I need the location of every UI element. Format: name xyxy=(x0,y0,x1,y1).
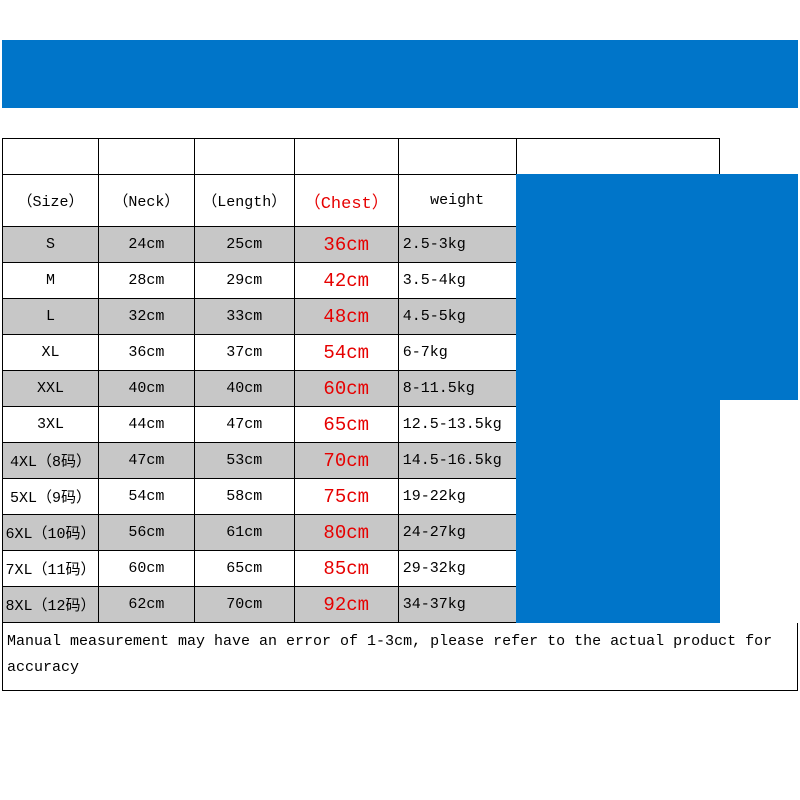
col-header-weight: weight xyxy=(398,175,516,227)
chest-cell: 36cm xyxy=(294,227,398,263)
chest-cell: 60cm xyxy=(294,371,398,407)
measurement-note: Manual measurement may have an error of … xyxy=(2,623,798,691)
length-cell: 25cm xyxy=(194,227,294,263)
weight-cell: 12.5-13.5kg xyxy=(398,407,516,443)
col-header-neck: （Neck） xyxy=(98,175,194,227)
neck-cell: 24cm xyxy=(98,227,194,263)
neck-cell: 36cm xyxy=(98,335,194,371)
chest-cell: 85cm xyxy=(294,551,398,587)
weight-cell: 4.5-5kg xyxy=(398,299,516,335)
size-cell: 8XL（12码） xyxy=(3,587,99,623)
center-image-block xyxy=(516,174,720,680)
weight-cell: 34-37kg xyxy=(398,587,516,623)
size-cell: L xyxy=(3,299,99,335)
weight-cell: 2.5-3kg xyxy=(398,227,516,263)
chest-cell: 65cm xyxy=(294,407,398,443)
top-banner-block xyxy=(2,40,798,108)
weight-cell: 29-32kg xyxy=(398,551,516,587)
length-cell: 53cm xyxy=(194,443,294,479)
chest-cell: 42cm xyxy=(294,263,398,299)
size-cell: 3XL xyxy=(3,407,99,443)
length-cell: 33cm xyxy=(194,299,294,335)
neck-cell: 56cm xyxy=(98,515,194,551)
size-cell: 6XL（10码） xyxy=(3,515,99,551)
chest-cell: 75cm xyxy=(294,479,398,515)
size-cell: 7XL（11码） xyxy=(3,551,99,587)
size-cell: XL xyxy=(3,335,99,371)
col-header-chest: （Chest） xyxy=(294,175,398,227)
length-cell: 37cm xyxy=(194,335,294,371)
col-header-length: （Length） xyxy=(194,175,294,227)
weight-cell: 6-7kg xyxy=(398,335,516,371)
white-strip xyxy=(2,108,798,138)
size-cell: XXL xyxy=(3,371,99,407)
col-header-size: （Size） xyxy=(3,175,99,227)
neck-cell: 40cm xyxy=(98,371,194,407)
size-cell: 5XL（9码） xyxy=(3,479,99,515)
length-cell: 40cm xyxy=(194,371,294,407)
side-block xyxy=(720,174,798,400)
chest-cell: 48cm xyxy=(294,299,398,335)
length-cell: 70cm xyxy=(194,587,294,623)
neck-cell: 44cm xyxy=(98,407,194,443)
neck-cell: 28cm xyxy=(98,263,194,299)
weight-cell: 8-11.5kg xyxy=(398,371,516,407)
weight-cell: 24-27kg xyxy=(398,515,516,551)
neck-cell: 62cm xyxy=(98,587,194,623)
length-cell: 47cm xyxy=(194,407,294,443)
chest-cell: 54cm xyxy=(294,335,398,371)
weight-cell: 3.5-4kg xyxy=(398,263,516,299)
size-cell: S xyxy=(3,227,99,263)
length-cell: 58cm xyxy=(194,479,294,515)
chest-cell: 92cm xyxy=(294,587,398,623)
chest-cell: 70cm xyxy=(294,443,398,479)
length-cell: 61cm xyxy=(194,515,294,551)
neck-cell: 54cm xyxy=(98,479,194,515)
weight-cell: 19-22kg xyxy=(398,479,516,515)
neck-cell: 47cm xyxy=(98,443,194,479)
blank-header-row xyxy=(3,139,720,175)
size-cell: 4XL（8码） xyxy=(3,443,99,479)
neck-cell: 60cm xyxy=(98,551,194,587)
size-cell: M xyxy=(3,263,99,299)
weight-cell: 14.5-16.5kg xyxy=(398,443,516,479)
length-cell: 29cm xyxy=(194,263,294,299)
chest-cell: 80cm xyxy=(294,515,398,551)
neck-cell: 32cm xyxy=(98,299,194,335)
length-cell: 65cm xyxy=(194,551,294,587)
